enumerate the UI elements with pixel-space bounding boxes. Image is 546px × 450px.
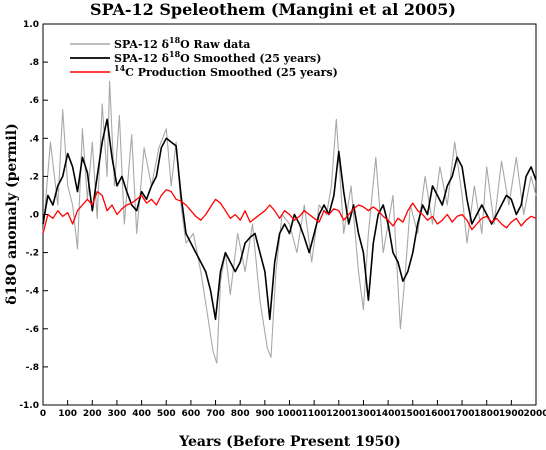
series-raw-line — [42, 80, 537, 364]
x-tick-label: 1600 — [425, 409, 450, 419]
y-tick-label: -.2 — [26, 249, 39, 259]
x-tick-label: 100 — [58, 409, 77, 419]
legend-label-c14: 14C Production Smoothed (25 years) — [114, 63, 338, 79]
y-tick-label: .8 — [29, 58, 39, 68]
y-tick-label: 1.0 — [23, 20, 39, 30]
x-tick-label: 1700 — [450, 409, 475, 419]
y-tick-label: .6 — [29, 96, 39, 106]
y-axis-label: δ18O anomaly (permil) — [4, 123, 20, 304]
y-tick-label: .0 — [29, 211, 39, 221]
x-tick-label: 300 — [108, 409, 127, 419]
x-tick-label: 1200 — [326, 409, 351, 419]
x-tick-label: 2000 — [523, 409, 546, 419]
legend-label-smoothed: SPA-12 δ18O Smoothed (25 years) — [114, 49, 321, 65]
chart-title: SPA-12 Speleothem (Mangini et al 2005) — [90, 0, 456, 19]
x-tick-label: 800 — [231, 409, 250, 419]
x-tick-label: 1900 — [499, 409, 524, 419]
x-tick-label: 700 — [206, 409, 225, 419]
x-tick-label: 200 — [83, 409, 102, 419]
x-tick-label: 1100 — [302, 409, 327, 419]
y-tick-label: -1.0 — [19, 401, 39, 411]
y-tick-label: .4 — [29, 134, 39, 144]
series-layer — [42, 80, 537, 364]
x-tick-label: 600 — [182, 409, 201, 419]
x-tick-label: 900 — [255, 409, 274, 419]
x-tick-label: 1500 — [400, 409, 425, 419]
y-tick-label: -.8 — [26, 363, 39, 373]
x-tick-label: 400 — [132, 409, 151, 419]
y-tick-label: -.6 — [26, 325, 39, 335]
series-smoothed-line — [42, 118, 537, 321]
x-tick-label: 0 — [40, 409, 46, 419]
x-tick-label: 1800 — [474, 409, 499, 419]
x-tick-label: 1000 — [277, 409, 302, 419]
series-c14-line — [42, 189, 537, 234]
x-tick-label: 1400 — [376, 409, 401, 419]
y-tick-label: .2 — [29, 172, 39, 182]
legend: SPA-12 δ18O Raw data SPA-12 δ18O Smoothe… — [70, 35, 338, 79]
x-tick-label: 1300 — [351, 409, 376, 419]
legend-label-raw: SPA-12 δ18O Raw data — [114, 35, 250, 51]
y-tick-label: -.4 — [26, 287, 39, 297]
x-tick-label: 500 — [157, 409, 176, 419]
x-axis: 0 100 200 300 400 500 600 700 800 900 1000 1100 1200… — [40, 400, 546, 419]
y-axis: 1.0 .8 .6 .4 .2 .0 -.2 -.4 -.6 -.8 -1.0 — [19, 20, 48, 411]
x-axis-label: Years (Before Present 1950) — [178, 434, 400, 450]
